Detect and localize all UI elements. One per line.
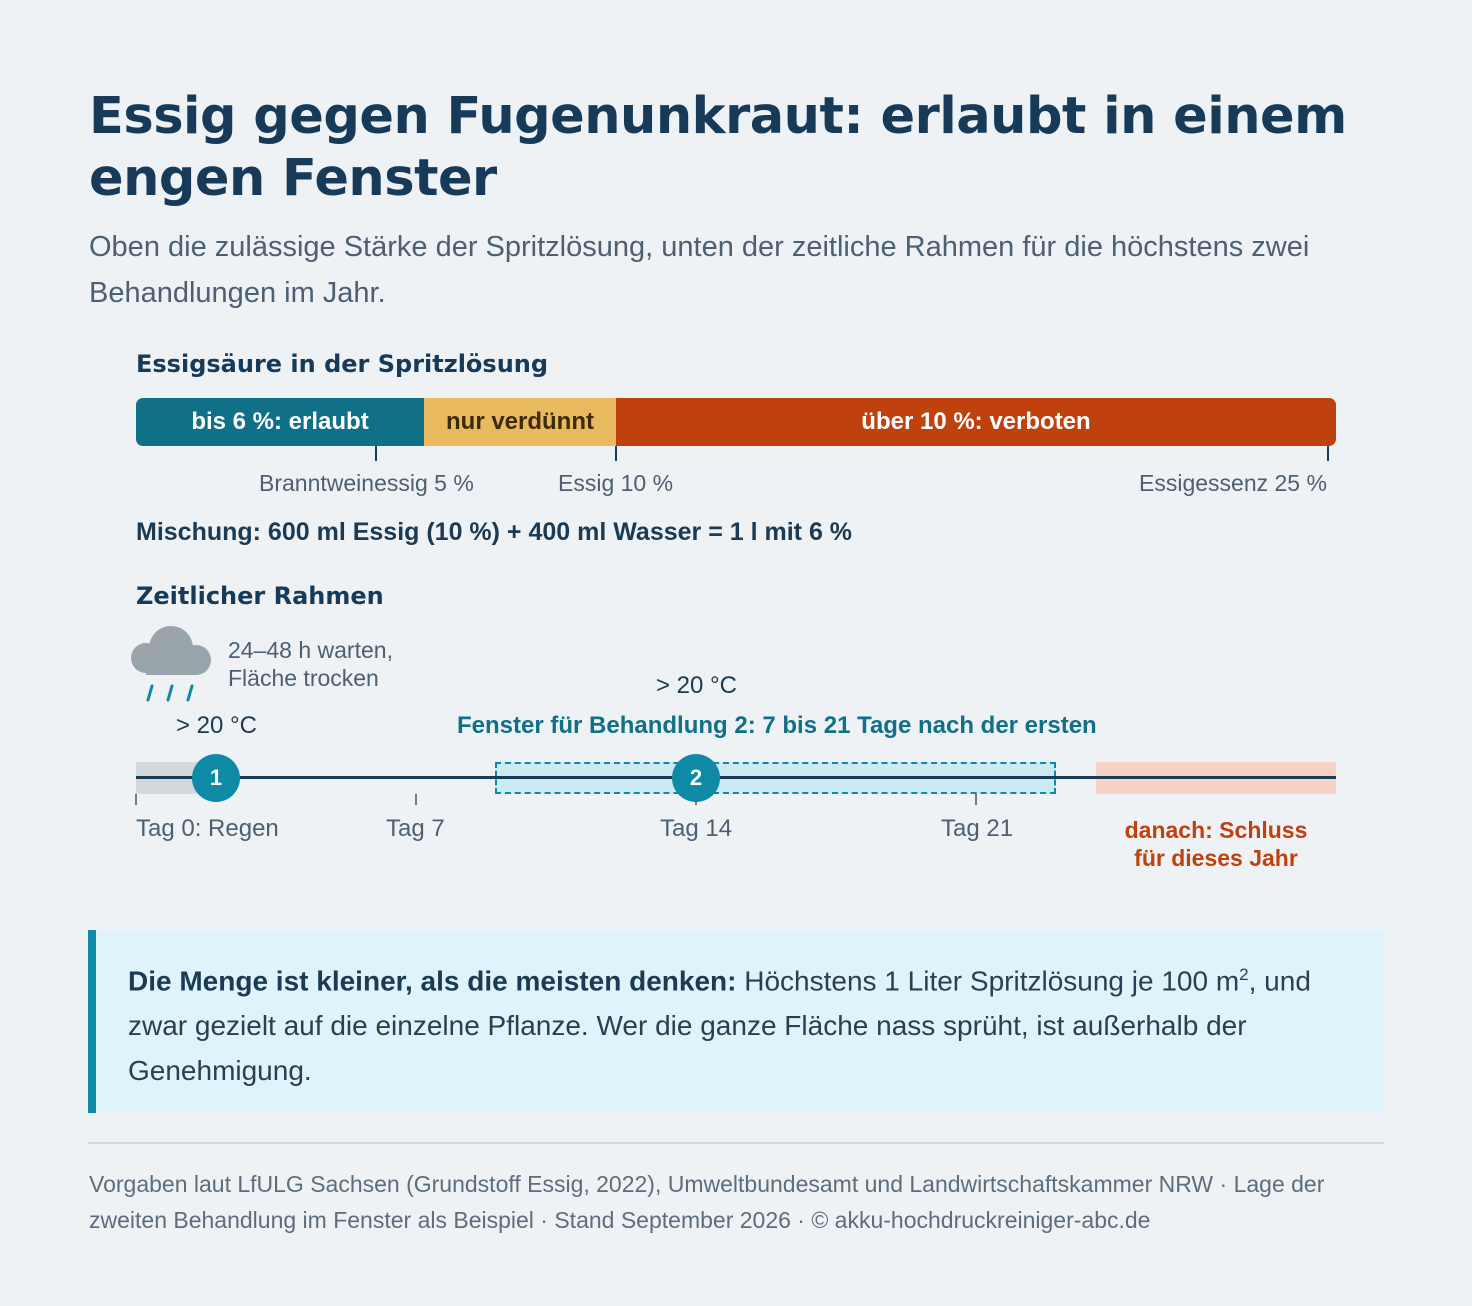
page-title: Essig gegen Fugenunkraut: erlaubt in ein… xyxy=(89,87,1347,208)
day-tick-0 xyxy=(135,794,137,805)
info-callout: Die Menge ist kleiner, als die meisten d… xyxy=(88,930,1384,1113)
temp-label-2: > 20 °C xyxy=(656,672,737,699)
treatment-marker-2: 2 xyxy=(672,754,720,802)
segment-diluted: nur verdünnt xyxy=(424,398,616,446)
timeline-heading: Zeitlicher Rahmen xyxy=(136,582,384,610)
day-label-14: Tag 14 xyxy=(660,815,733,842)
callout-bold: Die Menge ist kleiner, als die meisten d… xyxy=(128,965,737,997)
mix-note: Mischung: 600 ml Essig (10 %) + 400 ml W… xyxy=(136,518,853,546)
treatment-marker-1: 1 xyxy=(192,754,240,802)
page-subtitle: Oben die zulässige Stärke der Spritzlösu… xyxy=(89,231,1310,309)
tick-label-essigessenz: Essigessenz 25 % xyxy=(1139,470,1327,496)
window-label: Fenster für Behandlung 2: 7 bis 21 Tage … xyxy=(457,712,1097,739)
divider xyxy=(88,1142,1384,1144)
concentration-heading: Essigsäure in der Spritzlösung xyxy=(136,350,549,378)
day-tick-7 xyxy=(415,794,417,805)
day-tick-21 xyxy=(975,794,977,805)
timeline-axis xyxy=(136,776,1336,779)
after-note-line1: danach: Schluss xyxy=(1124,817,1308,843)
tick-essig xyxy=(615,446,617,461)
day-label-21: Tag 21 xyxy=(941,815,1014,842)
segment-allowed: bis 6 %: erlaubt xyxy=(136,398,424,446)
after-note-line2: für dieses Jahr xyxy=(1134,845,1298,871)
rain-note-line1: 24–48 h warten, xyxy=(228,637,393,663)
segment-forbidden: über 10 %: verboten xyxy=(616,398,1336,446)
callout-text-1: Höchstens 1 Liter Spritzlösung je 100 m xyxy=(736,965,1240,997)
tick-essigessenz xyxy=(1327,446,1329,461)
rain-cloud-icon xyxy=(131,626,211,702)
tick-label-branntweinessig: Branntweinessig 5 % xyxy=(259,470,474,496)
tick-label-essig: Essig 10 % xyxy=(558,470,674,496)
tick-branntweinessig xyxy=(375,446,377,461)
day-label-0: Tag 0: Regen xyxy=(136,815,279,842)
source-note: Vorgaben laut LfULG Sachsen (Grundstoff … xyxy=(89,1171,1325,1233)
temp-label-1: > 20 °C xyxy=(176,712,257,739)
callout-sup: 2 xyxy=(1239,965,1249,984)
rain-note-line2: Fläche trocken xyxy=(228,665,379,691)
day-label-7: Tag 7 xyxy=(386,815,445,842)
callout-text-2: , und zwar gezielt auf die einzelne Pfla… xyxy=(128,965,1311,1087)
